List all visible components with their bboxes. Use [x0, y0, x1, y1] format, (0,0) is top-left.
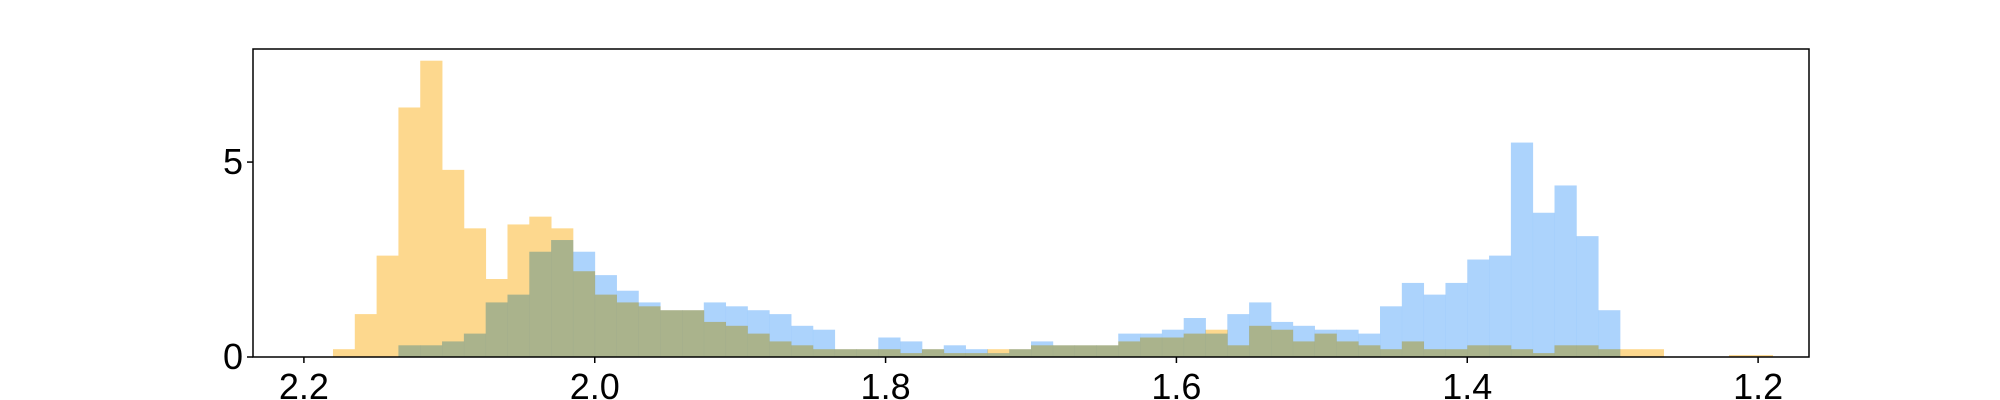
bar: [834, 349, 857, 357]
bar: [354, 314, 378, 357]
bar: [1423, 294, 1446, 357]
bar: [594, 275, 617, 357]
bar: [529, 251, 552, 357]
bar: [1249, 302, 1272, 357]
bar: [725, 306, 748, 357]
bar: [332, 349, 356, 357]
bar: [900, 341, 923, 357]
bar: [507, 294, 530, 357]
x-tick-label: 2.0: [570, 366, 620, 400]
bar: [398, 107, 421, 357]
bar: [1358, 333, 1381, 357]
bar: [485, 302, 508, 357]
y-tick-label: 5: [223, 141, 243, 182]
bar: [1554, 185, 1577, 357]
bar: [1118, 333, 1141, 357]
bar: [638, 302, 661, 357]
bar: [965, 349, 988, 357]
bar: [572, 251, 596, 357]
bar: [420, 60, 443, 358]
x-tick-label: 1.6: [1151, 366, 1201, 400]
bar: [1336, 329, 1359, 357]
bar: [1532, 212, 1555, 357]
bar: [463, 333, 487, 357]
bar: [1576, 236, 1599, 357]
x-tick-label: 2.2: [279, 366, 329, 400]
bar: [442, 341, 465, 357]
bar: [1205, 333, 1228, 357]
bar: [1729, 355, 1752, 357]
bar: [1401, 282, 1425, 357]
bar: [769, 314, 792, 357]
axis-ticks: 2.2 2.0 1.8 1.6 1.4 1.2 0 5: [223, 141, 1783, 400]
bar: [398, 345, 421, 357]
bar: [660, 310, 683, 357]
bar: [1161, 329, 1185, 357]
bar: [1009, 349, 1032, 357]
bar: [812, 329, 836, 357]
series-1: [398, 142, 1621, 357]
bar: [856, 349, 879, 357]
bar: [616, 290, 639, 357]
bar: [681, 310, 705, 357]
bar: [1140, 333, 1163, 357]
bar: [747, 310, 770, 357]
bar: [1227, 314, 1250, 357]
bar: [703, 302, 727, 357]
bar: [463, 228, 487, 357]
bar: [1510, 142, 1534, 357]
bar: [1052, 345, 1076, 357]
bar: [1074, 345, 1097, 357]
bar: [1619, 349, 1643, 357]
bar: [987, 353, 1010, 357]
bar: [1292, 325, 1315, 357]
bar: [1096, 345, 1119, 357]
bar: [420, 345, 443, 357]
bar: [878, 337, 901, 357]
bar: [1750, 355, 1774, 357]
plot-frame: [252, 48, 1810, 358]
bar: [1641, 349, 1664, 357]
x-tick-label: 1.2: [1733, 366, 1783, 400]
bar: [1489, 255, 1512, 357]
bar: [376, 255, 399, 357]
bar: [943, 345, 966, 357]
bar: [1270, 321, 1294, 357]
bar: [1183, 318, 1206, 357]
bar: [791, 325, 814, 357]
bar: [442, 169, 465, 357]
x-tick-label: 1.4: [1442, 366, 1492, 400]
histogram-bars: [332, 60, 1774, 358]
bar: [1445, 282, 1468, 357]
bar: [1314, 329, 1337, 357]
bar: [1031, 341, 1054, 357]
bar: [921, 349, 945, 357]
bar: [1467, 259, 1490, 357]
bar: [1598, 310, 1621, 357]
y-tick-label: 0: [223, 336, 243, 377]
x-tick-label: 1.8: [861, 366, 911, 400]
bar: [551, 240, 574, 357]
bar: [1380, 306, 1403, 357]
